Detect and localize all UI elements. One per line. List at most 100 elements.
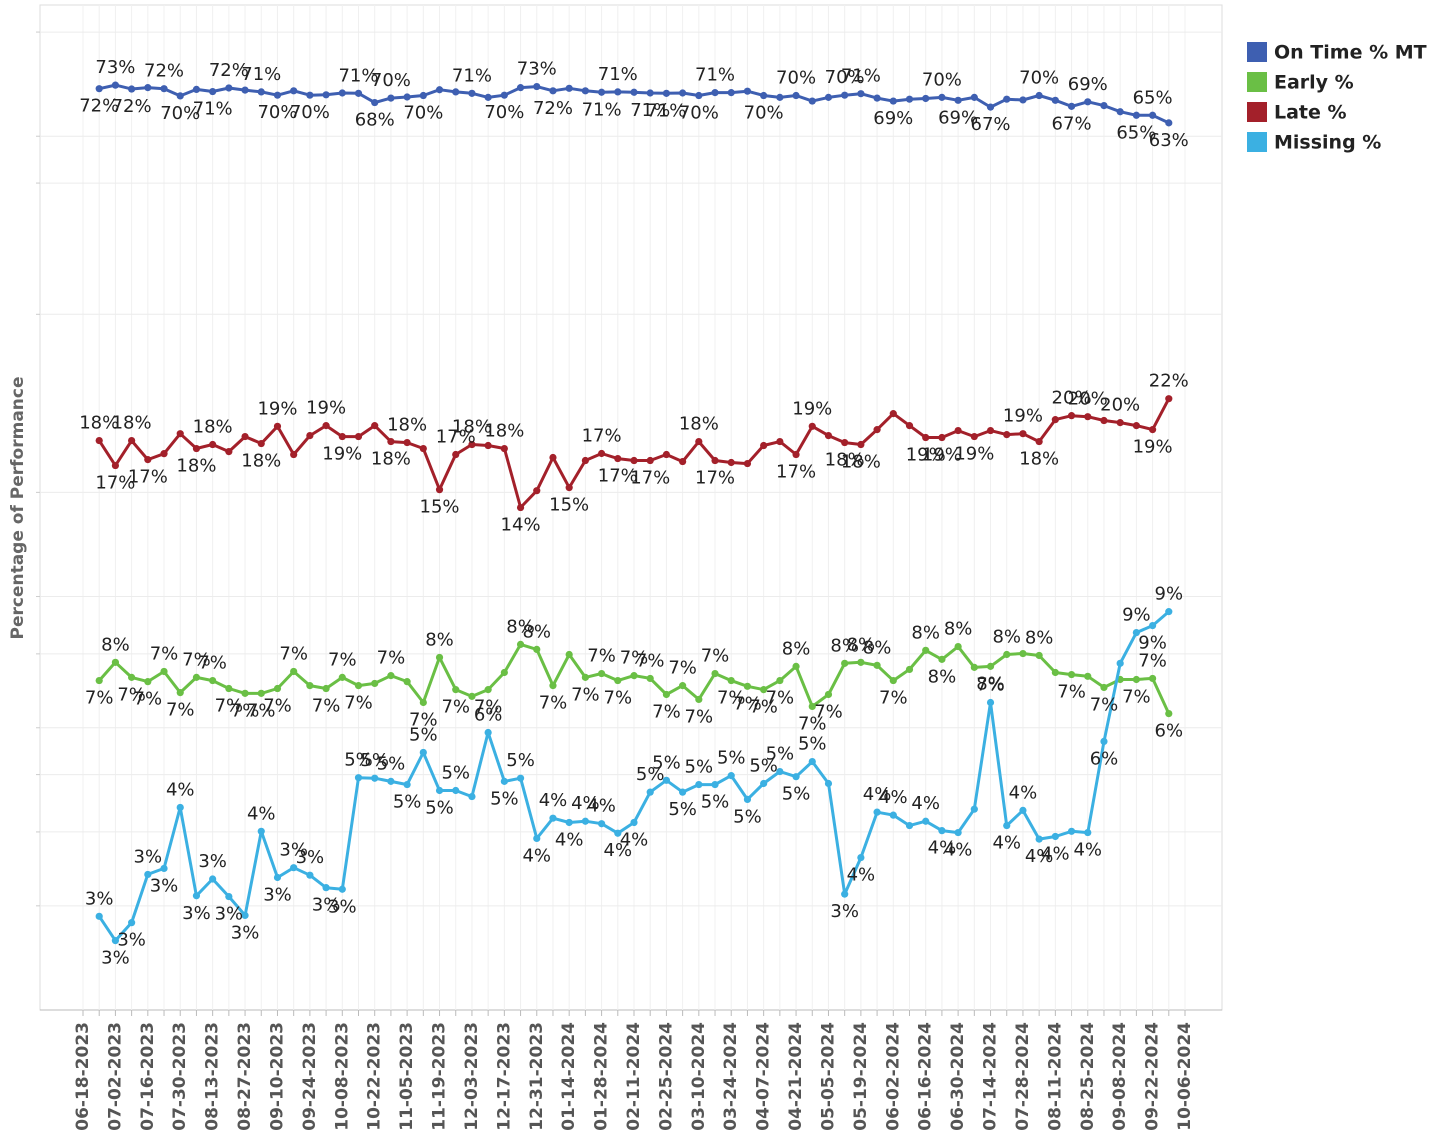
data-label: 71% bbox=[841, 66, 881, 87]
data-point bbox=[435, 86, 444, 94]
data-label: 18% bbox=[452, 417, 492, 438]
data-label: 4% bbox=[1041, 843, 1070, 864]
data-label: 4% bbox=[166, 779, 195, 800]
data-label: 5% bbox=[668, 799, 697, 820]
data-point bbox=[1116, 419, 1124, 427]
data-point bbox=[938, 93, 946, 101]
data-point bbox=[484, 441, 492, 450]
data-point bbox=[565, 84, 573, 92]
data-point bbox=[889, 97, 897, 105]
data-point bbox=[581, 87, 589, 95]
data-label: 71% bbox=[338, 65, 378, 86]
data-point bbox=[1100, 737, 1108, 745]
data-point bbox=[533, 82, 541, 91]
data-point bbox=[273, 873, 282, 882]
data-point bbox=[905, 95, 914, 103]
data-point bbox=[792, 773, 800, 781]
data-point bbox=[1019, 96, 1027, 104]
x-tick-label: 10-06-2024 bbox=[1175, 1022, 1195, 1131]
data-point bbox=[1148, 674, 1157, 683]
data-label: 18% bbox=[825, 450, 865, 471]
data-point bbox=[954, 426, 962, 435]
data-point bbox=[1165, 119, 1173, 127]
x-tick-label: 02-25-2024 bbox=[656, 1022, 676, 1131]
data-label: 7% bbox=[409, 710, 438, 731]
data-label: 17% bbox=[128, 467, 168, 488]
data-point bbox=[241, 911, 249, 920]
data-point bbox=[889, 676, 897, 685]
data-label: 7% bbox=[85, 688, 114, 709]
data-label: 8% bbox=[992, 627, 1021, 648]
data-point bbox=[727, 89, 735, 97]
data-label: 3% bbox=[198, 851, 227, 872]
data-label: 18% bbox=[112, 413, 152, 434]
data-point bbox=[970, 93, 978, 101]
data-point bbox=[597, 669, 606, 678]
data-label: 72% bbox=[144, 61, 184, 82]
data-label: 7% bbox=[539, 693, 568, 714]
data-point bbox=[128, 673, 136, 681]
data-point bbox=[1100, 101, 1108, 110]
data-point bbox=[338, 673, 346, 681]
data-label: 5% bbox=[344, 750, 373, 771]
data-point bbox=[111, 81, 120, 89]
data-label: 7% bbox=[733, 693, 762, 714]
x-tick-label: 10-08-2023 bbox=[332, 1022, 352, 1131]
data-label: 7% bbox=[879, 688, 908, 709]
data-point bbox=[1003, 821, 1011, 830]
data-label: 3% bbox=[231, 922, 260, 943]
data-point bbox=[306, 682, 314, 690]
data-point bbox=[1148, 426, 1157, 434]
data-point bbox=[549, 453, 557, 462]
data-label: 7% bbox=[685, 706, 714, 727]
data-label: 3% bbox=[101, 948, 130, 969]
data-point bbox=[290, 864, 298, 872]
data-label: 4% bbox=[911, 793, 940, 814]
data-label: 17% bbox=[582, 426, 622, 447]
data-label: 71% bbox=[695, 65, 735, 86]
data-label: 7% bbox=[263, 696, 292, 717]
data-point bbox=[322, 684, 330, 693]
data-point bbox=[1067, 102, 1076, 110]
data-point bbox=[1165, 395, 1173, 403]
data-point bbox=[338, 89, 346, 97]
data-point bbox=[760, 779, 768, 788]
data-label: 3% bbox=[134, 846, 163, 867]
data-label: 72% bbox=[533, 98, 573, 119]
data-label: 7% bbox=[587, 646, 616, 667]
data-label: 7% bbox=[1138, 650, 1167, 671]
data-label: 7% bbox=[279, 643, 308, 664]
data-point bbox=[695, 780, 703, 789]
data-point bbox=[711, 89, 719, 97]
data-point bbox=[95, 85, 103, 93]
data-point bbox=[160, 85, 168, 93]
x-tick-label: 07-02-2023 bbox=[105, 1022, 125, 1131]
data-label: 71% bbox=[646, 100, 686, 121]
data-label: 4% bbox=[620, 829, 649, 850]
data-point bbox=[1051, 668, 1059, 677]
data-point bbox=[808, 422, 816, 430]
data-point bbox=[435, 653, 444, 662]
data-point bbox=[776, 437, 784, 446]
data-point bbox=[354, 774, 363, 782]
data-label: 6% bbox=[1090, 748, 1119, 769]
data-label: 7% bbox=[636, 650, 665, 671]
data-label: 68% bbox=[355, 110, 395, 131]
data-point bbox=[322, 91, 330, 99]
data-point bbox=[1132, 422, 1140, 430]
data-label: 71% bbox=[598, 64, 638, 85]
data-label: 18% bbox=[193, 417, 233, 438]
data-label: 70% bbox=[825, 67, 865, 88]
data-point bbox=[338, 885, 346, 893]
data-label: 3% bbox=[830, 901, 859, 922]
data-label: 20% bbox=[1052, 388, 1092, 409]
data-label: 19% bbox=[954, 444, 994, 465]
data-point bbox=[1148, 111, 1157, 119]
data-label: 3% bbox=[182, 903, 211, 924]
data-label: 71% bbox=[241, 64, 281, 85]
data-point bbox=[1067, 670, 1076, 679]
data-point bbox=[662, 450, 671, 459]
data-label: 8% bbox=[911, 622, 940, 643]
data-point bbox=[192, 85, 201, 93]
data-point bbox=[533, 645, 541, 654]
